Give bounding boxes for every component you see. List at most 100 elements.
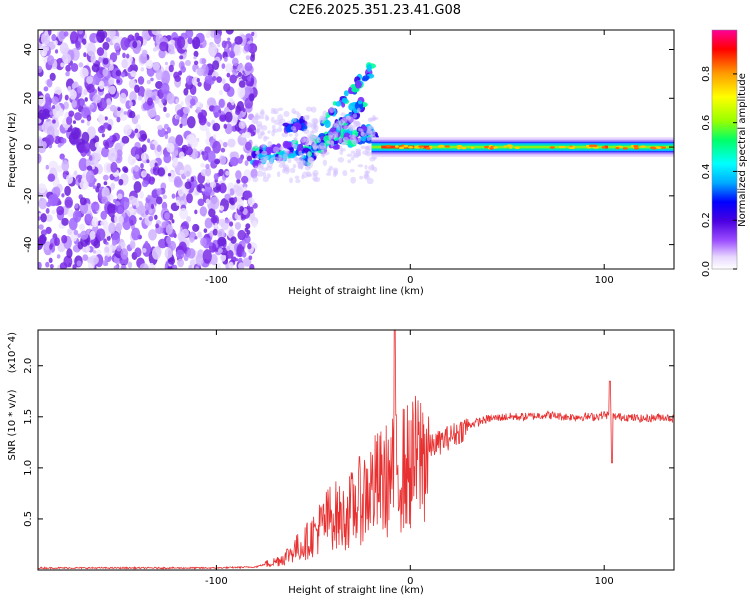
- spectrogram-cell: [305, 106, 313, 112]
- spectrogram-cell: [153, 166, 157, 172]
- spectrogram-cell: [266, 173, 271, 179]
- spectrogram-cell: [197, 81, 202, 87]
- spectrogram-cell: [79, 99, 85, 107]
- spectrogram-cell: [161, 98, 165, 104]
- spectrogram-cell: [292, 117, 297, 123]
- spectrogram-cell: [249, 93, 255, 102]
- spectrogram-cell: [155, 81, 163, 90]
- spectrogram-cell: [177, 258, 184, 268]
- spectrogram-cell: [238, 136, 247, 146]
- spectrogram-cell: [146, 159, 150, 164]
- spectrogram-cell: [39, 45, 48, 57]
- spectrogram-y-label: Frequency (Hz): [7, 112, 18, 188]
- spectrogram-cell: [49, 244, 53, 250]
- spectrogram-cell: [40, 32, 51, 46]
- spectrogram-cell: [256, 170, 264, 177]
- spectrogram-cell: [100, 146, 110, 158]
- spectrogram-cell: [212, 60, 220, 71]
- spectrogram-cell: [45, 208, 50, 214]
- y-tick-label: 1.0: [23, 460, 34, 476]
- spectrogram-cell: [207, 30, 211, 35]
- spectrogram-cell: [348, 124, 353, 132]
- spectrogram-cell: [39, 234, 47, 245]
- spectrogram-cell: [94, 141, 100, 148]
- spectrogram-cell: [205, 198, 211, 205]
- spectrogram-cell: [101, 133, 105, 138]
- spectrogram-cell: [175, 134, 184, 147]
- spectrogram-cell: [261, 150, 268, 156]
- spectrogram-cell: [171, 219, 175, 224]
- spectrogram-cell: [206, 150, 216, 163]
- spectrogram-cell: [175, 249, 185, 259]
- spectrogram-cell: [279, 118, 286, 124]
- spectrogram-cell: [64, 196, 74, 209]
- spectrogram-cell: [80, 119, 85, 124]
- spectrogram-cell: [349, 168, 355, 173]
- y-tick-label: 0: [23, 144, 34, 150]
- spectrogram-cell: [306, 173, 313, 178]
- spectrogram-marks: [38, 30, 674, 269]
- spectrogram-cell: [189, 98, 196, 107]
- spectrogram-cell: [223, 123, 228, 129]
- spectrogram-cell: [247, 197, 256, 206]
- spectrogram-cell: [261, 125, 268, 131]
- spectrogram-cell: [79, 67, 89, 79]
- spectrogram-cell: [212, 228, 218, 236]
- spectrogram-cell: [151, 30, 161, 36]
- spectrogram-cell: [102, 68, 109, 77]
- spectrogram-cell: [131, 227, 141, 241]
- spectrogram-cell: [356, 107, 361, 114]
- spectrogram-cell: [134, 84, 140, 94]
- spectrogram-cell: [150, 143, 156, 151]
- spectrogram-cell: [343, 125, 349, 130]
- spectrogram-cell: [142, 242, 152, 257]
- spectrogram-cell: [241, 251, 247, 258]
- spectrogram-cell: [362, 75, 370, 81]
- spectrogram-cell: [150, 203, 155, 209]
- spectrogram-cell: [121, 58, 128, 69]
- spectrogram-cell: [107, 30, 116, 40]
- spectrogram-cell: [46, 201, 52, 208]
- spectrogram-cell: [98, 80, 105, 90]
- spectrogram-cell: [167, 265, 173, 269]
- spectrogram-cell: [134, 247, 142, 258]
- spectrogram-cell: [238, 120, 246, 129]
- snr-x-ticks: -100 0 100: [205, 330, 614, 587]
- spectrogram-cell: [218, 98, 225, 108]
- spectrogram-cell: [217, 248, 223, 254]
- spectrogram-cell: [49, 193, 59, 206]
- x-tick-label: -100: [205, 275, 228, 286]
- spectrogram-cell: [633, 145, 639, 148]
- spectrogram-cell: [56, 254, 61, 259]
- spectrogram-cell: [54, 49, 59, 54]
- spectrogram-cell: [71, 82, 77, 90]
- spectrogram-cell: [199, 44, 203, 49]
- spectrogram-cell: [123, 111, 128, 115]
- spectrogram-cell: [283, 148, 289, 154]
- spectrogram-cell: [63, 101, 69, 110]
- spectrogram-cell: [266, 161, 273, 168]
- spectrogram-cell: [200, 237, 207, 247]
- spectrogram-cell: [133, 164, 140, 172]
- spectrogram-cell: [225, 63, 233, 73]
- spectrogram-cell: [294, 132, 299, 138]
- spectrogram-cell: [189, 237, 195, 243]
- spectrogram-cell: [49, 264, 54, 269]
- spectrogram-cell: [45, 214, 53, 222]
- x-tick-label: 0: [407, 275, 413, 286]
- spectrogram-cell: [102, 58, 109, 65]
- spectrogram-cell: [311, 129, 318, 133]
- spectrogram-cell: [165, 224, 174, 235]
- spectrogram-cell: [357, 164, 364, 168]
- spectrogram-cell: [360, 145, 366, 150]
- spectrogram-cell: [123, 124, 132, 136]
- spectrogram-cell: [130, 70, 137, 78]
- spectrogram-cell: [325, 172, 332, 176]
- spectrogram-cell: [150, 77, 154, 82]
- spectrogram-cell: [179, 123, 183, 128]
- spectrogram-cell: [217, 228, 225, 240]
- spectrogram-cell: [219, 182, 227, 194]
- spectrogram-cell: [456, 147, 461, 150]
- spectrogram-cell: [247, 76, 252, 82]
- spectrogram-cell: [61, 217, 69, 226]
